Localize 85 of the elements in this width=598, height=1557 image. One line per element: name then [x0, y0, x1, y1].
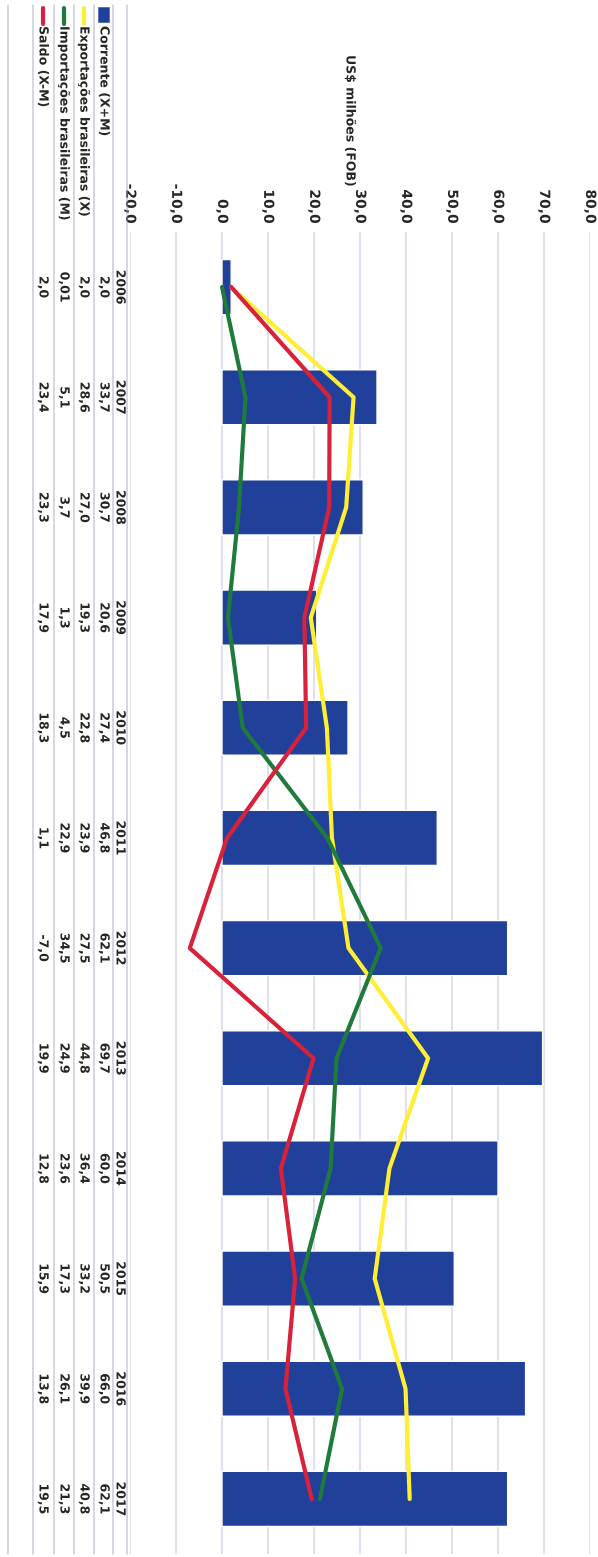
data-label: 24,9: [58, 1043, 70, 1073]
data-label: 2,0: [78, 277, 90, 298]
data-label: 60,0: [98, 1153, 110, 1184]
y-tick-label: 2017: [116, 1482, 126, 1516]
data-label: 20,6: [98, 603, 110, 633]
data-label: 40,8: [78, 1484, 90, 1514]
legend-label: Importações brasileiras (M): [57, 27, 71, 220]
data-label: 23,9: [78, 823, 90, 853]
data-label: 39,9: [78, 1374, 90, 1404]
legend-label: Saldo (X-M): [37, 26, 50, 107]
bar: [221, 1360, 527, 1417]
data-label: 13,8: [37, 1374, 49, 1404]
y-tick-label: 2008: [116, 491, 126, 525]
y-tick-label: 2014: [116, 1152, 126, 1186]
x-tick-label: 60,0: [492, 190, 505, 223]
data-label: 5,1: [58, 387, 70, 408]
data-label: 23,3: [37, 492, 49, 522]
data-label: 23,6: [58, 1153, 70, 1184]
y-tick-label: 2011: [116, 821, 126, 855]
y-tick-label: 2015: [116, 1262, 126, 1296]
data-label: 18,3: [37, 713, 49, 743]
data-label: 0,01: [58, 272, 70, 302]
data-label: 1,3: [58, 607, 70, 628]
data-label: 50,5: [98, 1264, 110, 1294]
data-label: 19,5: [37, 1484, 49, 1514]
bar: [221, 809, 438, 867]
data-label: 19,3: [78, 603, 90, 633]
data-label: 1,1: [37, 828, 49, 849]
bar: [221, 1470, 509, 1528]
bar: [221, 1140, 499, 1197]
x-tick-label: 40,0: [400, 190, 413, 223]
data-label: 30,7: [98, 492, 110, 522]
data-label: 33,2: [78, 1264, 90, 1293]
x-tick-label: 50,0: [446, 190, 459, 223]
data-label: 34,5: [58, 933, 70, 963]
data-label: 3,7: [58, 497, 70, 518]
data-label: 15,9: [37, 1264, 49, 1294]
x-tick-label: 20,0: [308, 190, 321, 223]
data-label: 46,8: [98, 823, 110, 853]
data-label: 12,8: [37, 1154, 49, 1184]
y-tick-label: 2012: [116, 931, 126, 965]
data-label: 26,1: [58, 1374, 70, 1404]
data-label: 27,5: [78, 933, 90, 963]
y-tick-label: 2013: [116, 1041, 126, 1075]
x-tick-label: 10,0: [262, 190, 275, 223]
data-label: 62,1: [98, 933, 110, 963]
data-label: 2,0: [98, 277, 110, 298]
data-label: 27,4: [98, 713, 110, 743]
legend-label: Corrente (X+M): [98, 26, 111, 136]
chart-title: US$ milhões (FOB): [344, 56, 357, 186]
data-label: 21,3: [58, 1484, 70, 1514]
bar: [221, 919, 509, 977]
data-label: 17,3: [58, 1264, 70, 1294]
x-tick-label: 0,0: [216, 199, 229, 223]
data-label: 22,9: [58, 823, 70, 853]
x-tick-label: -20,0: [124, 184, 137, 223]
y-tick-label: 2010: [116, 711, 126, 745]
data-label: 2,0: [37, 277, 49, 298]
data-label: 36,4: [78, 1153, 90, 1184]
data-label: 44,8: [78, 1043, 90, 1073]
data-label: 33,7: [98, 382, 110, 412]
y-tick-label: 2007: [116, 380, 126, 414]
data-label: 4,5: [58, 717, 70, 738]
data-label: 19,9: [37, 1044, 49, 1073]
data-label: -7,0: [37, 935, 49, 962]
data-label: 69,7: [98, 1043, 110, 1073]
bar: [221, 1030, 544, 1087]
bar: [221, 479, 364, 536]
x-tick-label: 30,0: [354, 190, 367, 223]
legend-label: Exportações brasileiras (X): [77, 27, 91, 216]
data-label: 22,8: [78, 713, 90, 743]
data-label: 66,0: [98, 1374, 110, 1404]
data-label: 27,0: [78, 492, 90, 523]
x-tick-label: 80,0: [584, 190, 597, 223]
y-tick-label: 2009: [116, 601, 126, 635]
y-tick-label: 2006: [116, 270, 126, 304]
data-label: 28,6: [78, 382, 90, 412]
bar: [221, 369, 378, 426]
data-label: 23,4: [37, 382, 49, 413]
x-tick-label: 70,0: [538, 190, 551, 223]
bar: [221, 1250, 455, 1307]
data-label: 17,9: [37, 603, 49, 633]
y-tick-label: 2016: [116, 1372, 126, 1406]
data-label: 62,1: [98, 1484, 110, 1514]
x-tick-label: -10,0: [170, 184, 183, 223]
